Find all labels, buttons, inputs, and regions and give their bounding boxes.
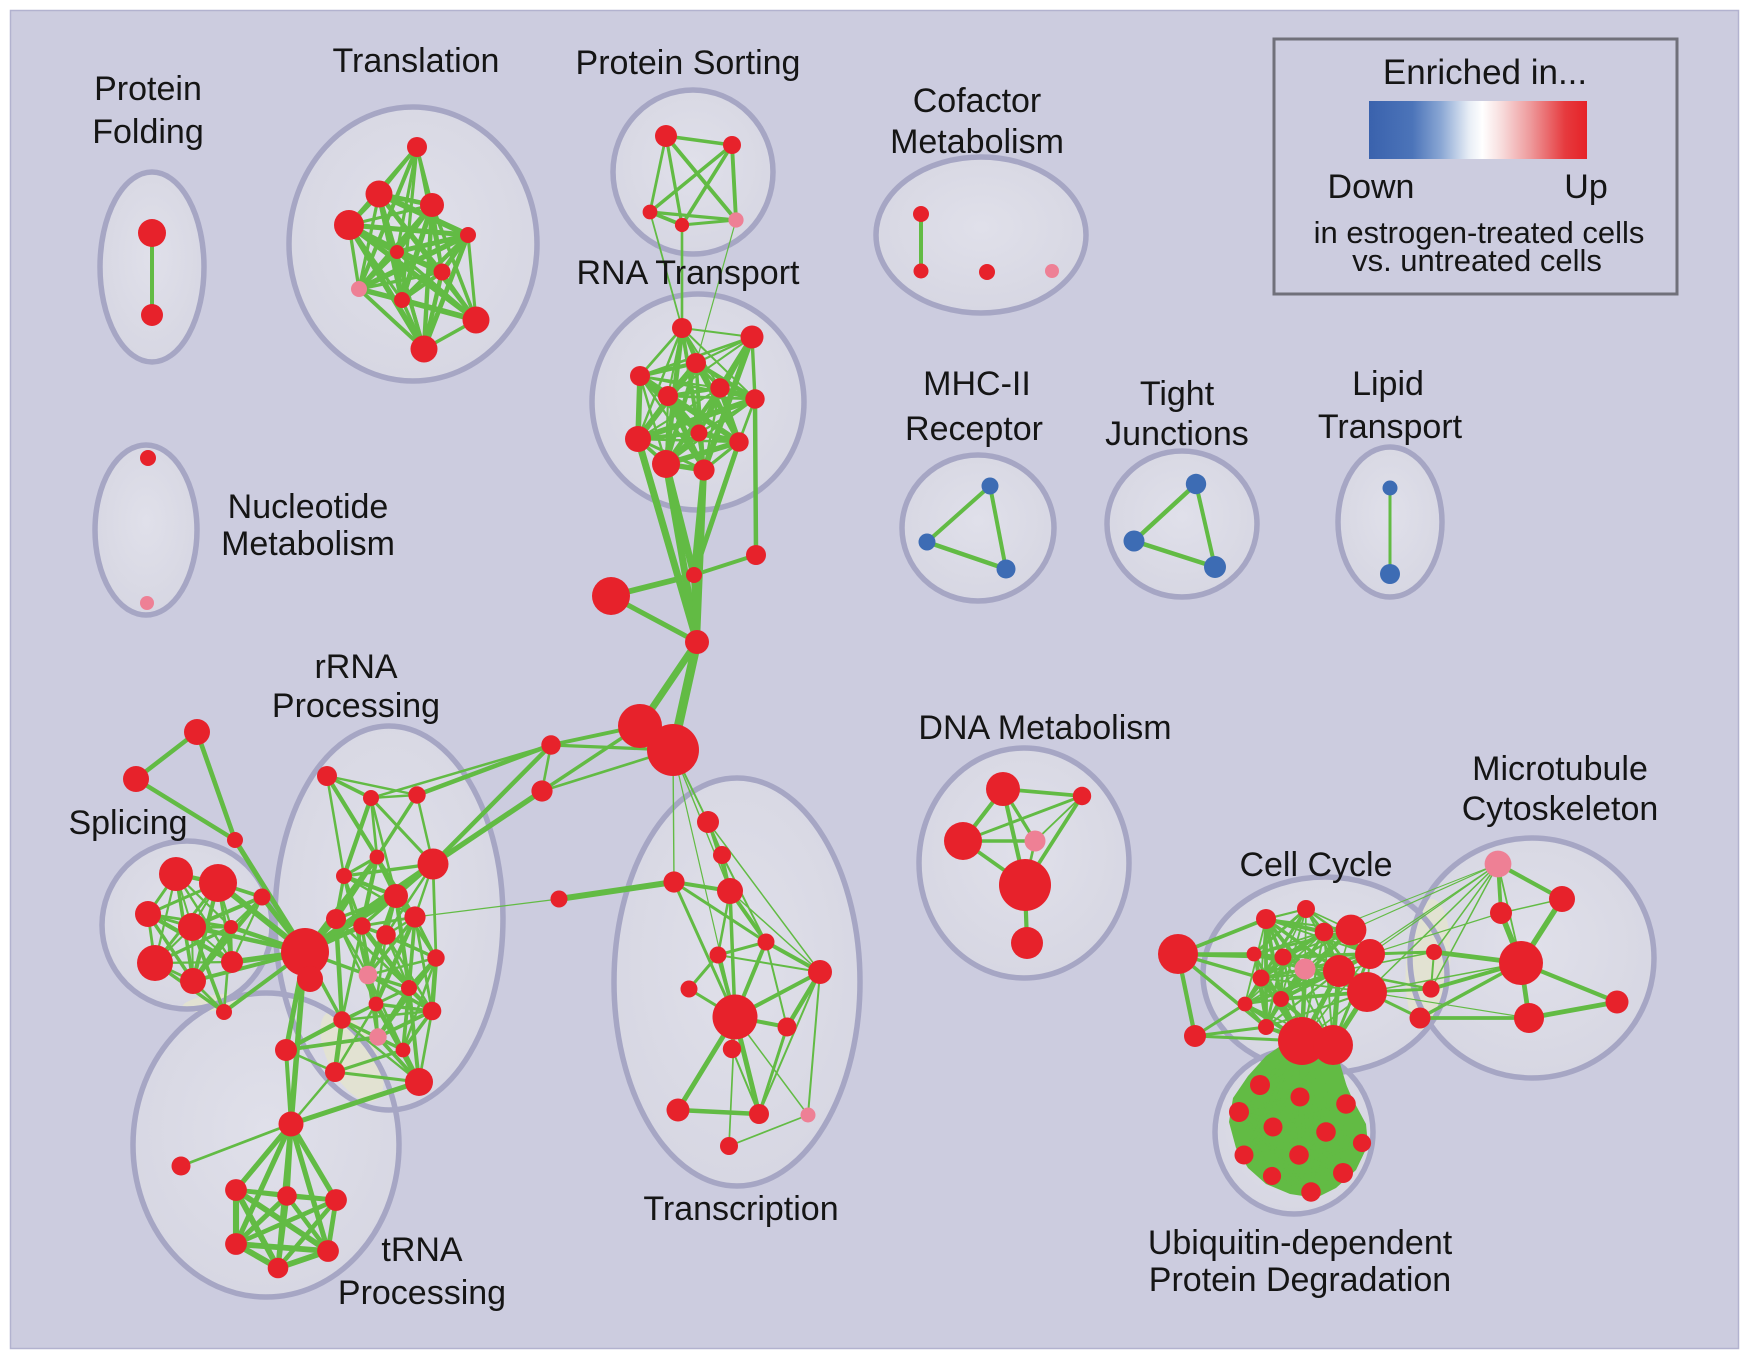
svg-text:Translation: Translation bbox=[333, 42, 500, 80]
svg-text:DNA Metabolism: DNA Metabolism bbox=[918, 709, 1171, 747]
svg-text:Splicing: Splicing bbox=[68, 804, 187, 842]
svg-text:Processing: Processing bbox=[272, 687, 440, 725]
svg-text:vs. untreated cells: vs. untreated cells bbox=[1352, 243, 1602, 278]
svg-text:tRNA: tRNA bbox=[381, 1231, 463, 1269]
svg-text:Down: Down bbox=[1328, 168, 1415, 206]
svg-text:Transcription: Transcription bbox=[643, 1190, 838, 1228]
svg-text:Up: Up bbox=[1564, 168, 1607, 206]
svg-text:Ubiquitin-dependent: Ubiquitin-dependent bbox=[1148, 1224, 1453, 1262]
svg-text:RNA Transport: RNA Transport bbox=[577, 254, 801, 292]
svg-text:MHC-II: MHC-II bbox=[923, 365, 1031, 403]
svg-text:Nucleotide: Nucleotide bbox=[228, 488, 389, 526]
svg-text:Transport: Transport bbox=[1318, 408, 1463, 446]
svg-text:Protein Degradation: Protein Degradation bbox=[1149, 1261, 1451, 1299]
svg-text:Junctions: Junctions bbox=[1105, 415, 1249, 453]
svg-text:Folding: Folding bbox=[92, 113, 204, 151]
svg-text:Cell Cycle: Cell Cycle bbox=[1239, 846, 1392, 884]
svg-text:Protein: Protein bbox=[94, 70, 202, 108]
svg-text:Processing: Processing bbox=[338, 1274, 506, 1312]
svg-text:Microtubule: Microtubule bbox=[1472, 750, 1648, 788]
svg-text:Receptor: Receptor bbox=[905, 410, 1043, 448]
svg-text:Metabolism: Metabolism bbox=[221, 525, 395, 563]
svg-text:Tight: Tight bbox=[1140, 375, 1215, 413]
svg-text:in estrogen-treated cells: in estrogen-treated cells bbox=[1314, 215, 1645, 250]
svg-text:Metabolism: Metabolism bbox=[890, 123, 1064, 161]
svg-text:Cytoskeleton: Cytoskeleton bbox=[1462, 790, 1659, 828]
svg-text:Cofactor: Cofactor bbox=[913, 82, 1042, 120]
svg-text:Lipid: Lipid bbox=[1352, 365, 1424, 403]
svg-text:Protein Sorting: Protein Sorting bbox=[576, 44, 801, 82]
svg-text:rRNA: rRNA bbox=[314, 648, 397, 686]
svg-text:Enriched in...: Enriched in... bbox=[1383, 53, 1587, 92]
